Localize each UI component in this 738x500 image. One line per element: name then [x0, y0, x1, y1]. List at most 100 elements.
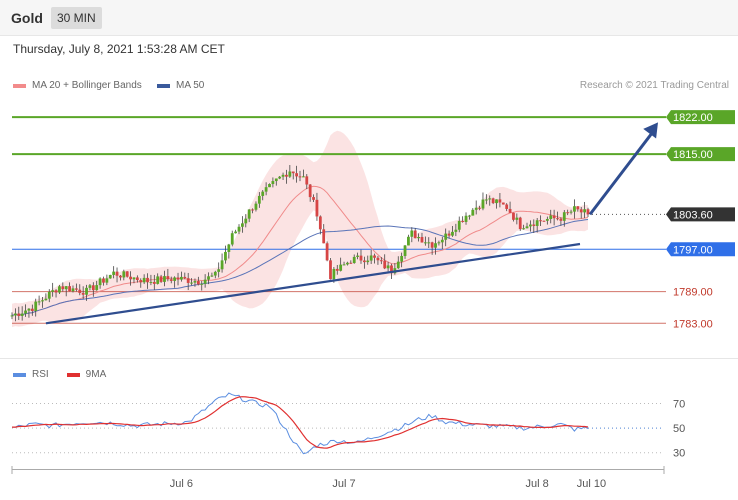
candle-body: [556, 218, 559, 220]
candle-body: [542, 220, 546, 222]
candle-body: [20, 313, 24, 316]
candle-body: [569, 211, 573, 213]
candle-body: [318, 216, 322, 230]
rsi-ma9-line: [12, 396, 589, 449]
candle-body: [481, 199, 485, 209]
candle-body: [241, 223, 244, 227]
level-tag-bg: [666, 110, 735, 125]
candle-body: [522, 228, 526, 230]
candle-body: [190, 282, 193, 284]
timeframe-badge[interactable]: 30 MIN: [51, 7, 102, 29]
legend-swatch-bollinger: [13, 83, 26, 88]
candle-body: [237, 226, 241, 232]
legend-item-ma50: MA 50: [157, 80, 204, 91]
rsi-legend: RSI 9MA: [13, 369, 124, 380]
candle-body: [495, 199, 498, 204]
candle-body: [359, 255, 363, 261]
candle-body: [454, 229, 458, 232]
level-label: 1803.60: [673, 209, 713, 221]
candle-body: [329, 260, 332, 280]
level-label: 1797.00: [673, 244, 713, 256]
legend-swatch-rsi: [13, 372, 26, 377]
candle-body: [71, 288, 75, 292]
candle-body: [112, 271, 116, 275]
rsi-tick-30: 30: [673, 448, 685, 460]
candle-body: [390, 265, 393, 274]
candle-body: [285, 174, 288, 177]
candle-body: [166, 276, 170, 280]
candle-body: [518, 217, 522, 230]
level-label: 1783.00: [673, 318, 713, 330]
candle-body: [471, 209, 475, 216]
candle-body: [24, 310, 27, 314]
candle-body: [379, 260, 383, 262]
candle-body: [352, 256, 356, 264]
candle-body: [95, 285, 99, 291]
candle-body: [325, 243, 329, 261]
candle-body: [461, 220, 465, 222]
candle-body: [230, 233, 234, 245]
candle-body: [47, 291, 51, 299]
candle-body: [478, 207, 481, 209]
candle-body: [312, 197, 315, 200]
candle-body: [586, 209, 590, 215]
candle-body: [41, 300, 44, 302]
level-label: 1815.00: [673, 149, 713, 161]
chart-header: Gold 30 MIN: [0, 0, 738, 36]
candle-body: [447, 233, 451, 236]
candle-body: [213, 271, 217, 276]
candle-body: [10, 315, 14, 317]
candle-body: [180, 276, 183, 280]
chart-datetime: Thursday, July 8, 2021 1:53:28 AM CET: [13, 42, 225, 56]
candle-body: [98, 278, 102, 286]
candle-body: [468, 215, 471, 217]
candle-body: [203, 279, 207, 284]
candle-body: [271, 181, 275, 185]
candle-body: [58, 286, 61, 293]
candle-body: [264, 187, 268, 192]
candle-body: [400, 255, 404, 262]
candle-body: [545, 218, 549, 221]
candle-body: [44, 298, 48, 301]
legend-item-rsi: RSI: [13, 369, 49, 380]
candle-body: [529, 224, 532, 227]
candle-body: [488, 198, 492, 200]
level-tag-1822.00: 1822.00: [666, 110, 735, 125]
candle-body: [376, 257, 380, 261]
level-tag-1803.60: 1803.60: [666, 207, 735, 222]
candle-body: [403, 245, 407, 256]
x-axis: Jul 6 Jul 7 Jul 8 Jul 10: [11, 466, 665, 490]
candle-body: [559, 218, 563, 221]
candle-body: [135, 277, 139, 281]
candle-body: [217, 269, 221, 272]
candle-body: [501, 202, 505, 205]
candle-body: [152, 281, 156, 284]
price-pane: 1822.00 1815.00 1803.60 1797.00 1789.00 1783.…: [0, 110, 738, 359]
level-label: 1822.00: [673, 112, 713, 124]
candle-body: [434, 243, 437, 248]
candle-body: [407, 236, 410, 246]
legend-label-ma50: MA 50: [176, 80, 205, 91]
candle-body: [508, 208, 512, 213]
candle-body: [576, 206, 580, 210]
candle-body: [210, 275, 214, 277]
candle-body: [257, 195, 261, 204]
candle-body: [91, 285, 95, 291]
candle-body: [410, 230, 414, 237]
candle-body: [491, 198, 495, 204]
candle-body: [532, 224, 536, 226]
candle-body: [207, 276, 210, 280]
candle-body: [173, 277, 177, 281]
candle-body: [505, 204, 509, 209]
candle-body: [247, 209, 251, 219]
candle-body: [484, 199, 488, 201]
level-tag-1789.00: 1789.00: [673, 287, 713, 299]
ma20-line: [11, 185, 589, 316]
forecast-arrow-shaft: [588, 129, 656, 216]
candle-body: [17, 313, 21, 316]
candle-body: [464, 215, 468, 222]
candle-body: [339, 264, 343, 271]
candle-body: [349, 262, 353, 264]
x-tick-label: Jul 6: [170, 478, 193, 490]
candle-body: [78, 289, 82, 293]
